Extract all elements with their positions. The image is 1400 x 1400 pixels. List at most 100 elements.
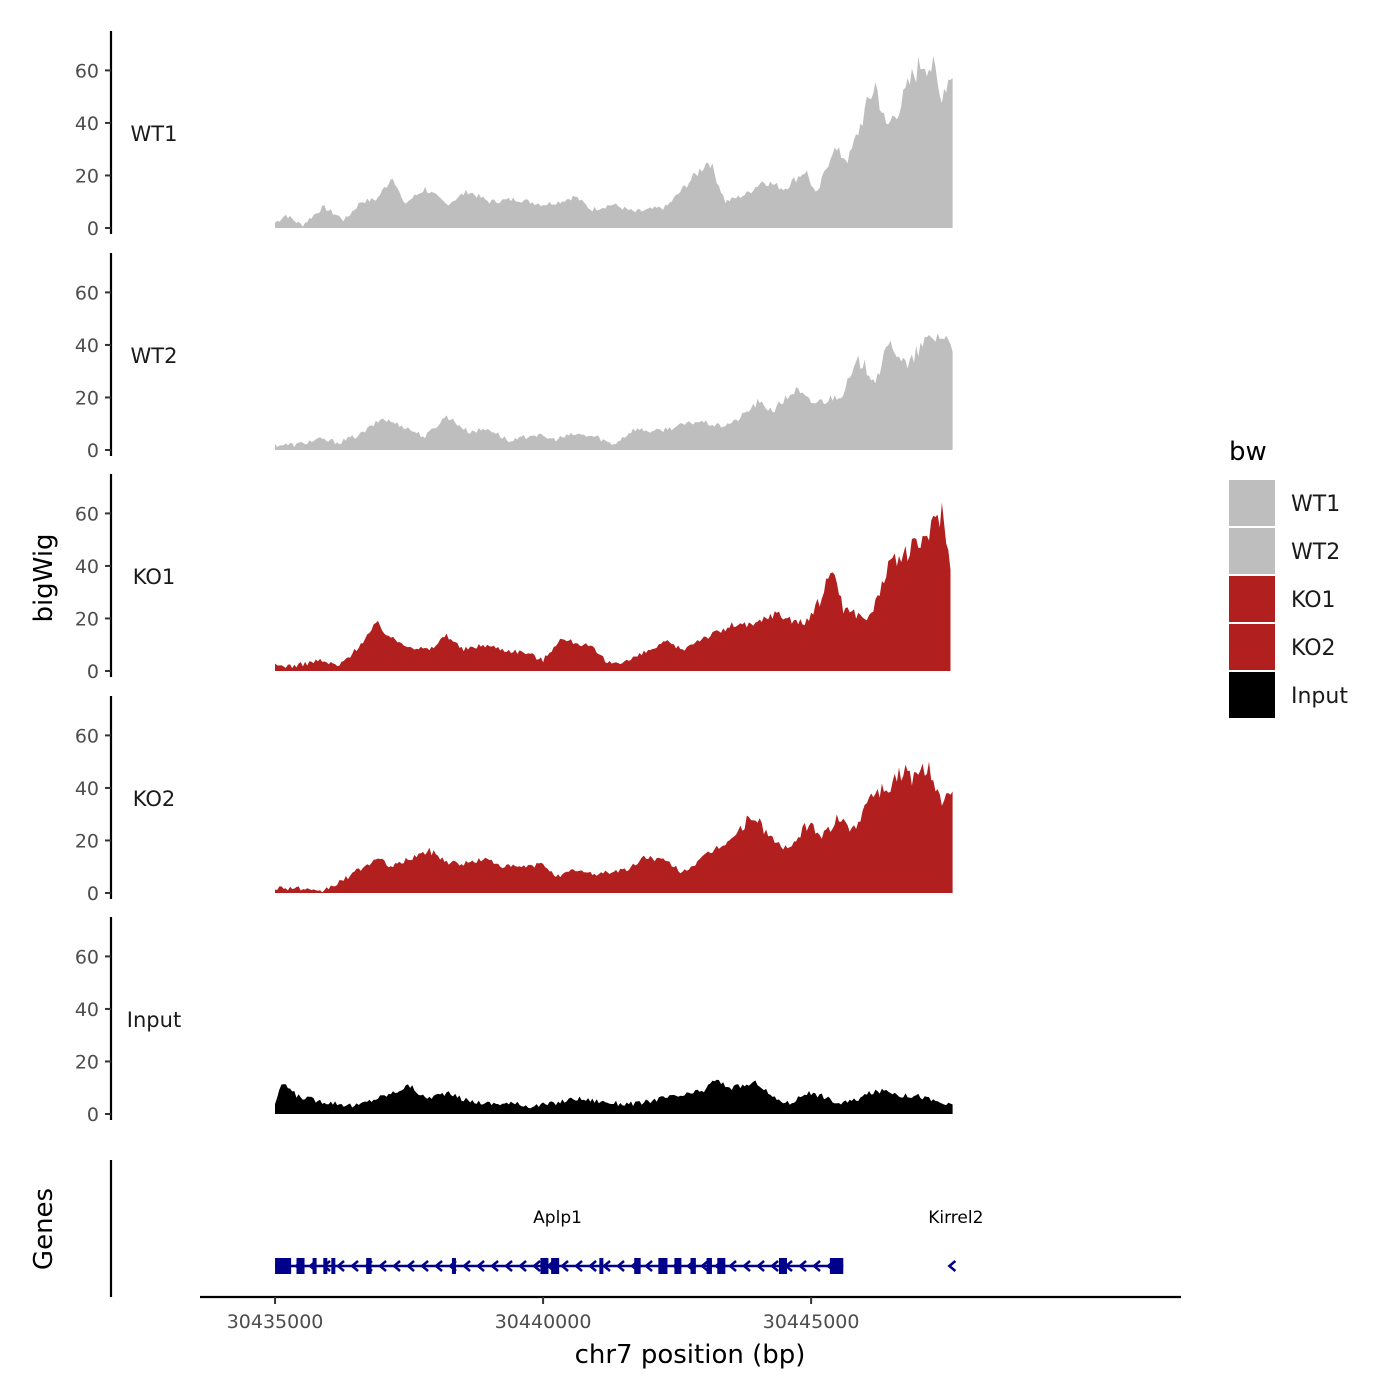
gene-exon xyxy=(599,1258,604,1274)
strand-chevron xyxy=(462,1260,471,1272)
y-tick-label: 20 xyxy=(75,387,99,409)
strand-chevron xyxy=(700,1260,709,1272)
gene-label-kirrel2: Kirrel2 xyxy=(928,1208,983,1228)
legend-key xyxy=(1229,672,1275,718)
legend-key xyxy=(1229,480,1275,526)
gene-exon xyxy=(296,1258,305,1274)
gene-exon xyxy=(717,1258,726,1274)
legend-key xyxy=(1229,576,1275,622)
x-tick-label: 30440000 xyxy=(495,1311,592,1333)
y-tick-label: 0 xyxy=(87,440,99,462)
coverage-area-ko2 xyxy=(275,761,953,893)
y-tick-label: 40 xyxy=(75,335,99,357)
strand-chevron xyxy=(616,1260,625,1272)
gene-exon xyxy=(540,1258,549,1274)
panel-input: 0 20 40 60 Input xyxy=(75,917,953,1126)
coverage-area-input xyxy=(275,1079,953,1114)
strand-chevron xyxy=(378,1260,387,1272)
strand-chevron xyxy=(420,1260,429,1272)
gene-aplp1: Aplp1 xyxy=(275,1208,844,1274)
y-tick-label: 20 xyxy=(75,1051,99,1073)
panel-label-input: Input xyxy=(127,1008,181,1032)
gene-exon xyxy=(551,1258,560,1274)
y-tick-label: 20 xyxy=(75,608,99,630)
strand-chevron xyxy=(518,1260,527,1272)
y-axis-title: bigWig xyxy=(29,533,59,622)
panel-label-ko2: KO2 xyxy=(133,787,176,811)
strand-chevron xyxy=(476,1260,485,1272)
y-tick-label: 0 xyxy=(87,661,99,683)
strand-chevron xyxy=(588,1260,597,1272)
gene-exon xyxy=(451,1258,456,1274)
gene-exon xyxy=(366,1258,372,1274)
x-axis: 30435000 30440000 30445000 xyxy=(200,1295,1181,1333)
gene-exon xyxy=(331,1258,336,1274)
panel-label-ko1: KO1 xyxy=(133,565,176,589)
legend-item-wt2: WT2 xyxy=(1229,528,1340,574)
y-tick-label: 0 xyxy=(87,883,99,905)
gene-track: Aplp1 Kirrel2 xyxy=(109,1160,983,1297)
gene-exon xyxy=(323,1258,328,1274)
legend-key xyxy=(1229,528,1275,574)
coverage-area-ko1 xyxy=(275,502,951,671)
legend-key xyxy=(1229,624,1275,670)
legend-label: WT1 xyxy=(1291,492,1340,517)
legend-label: KO1 xyxy=(1291,588,1336,613)
legend-title: bw xyxy=(1229,437,1267,467)
x-tick-label: 30445000 xyxy=(763,1311,860,1333)
gene-label-aplp1: Aplp1 xyxy=(533,1208,582,1228)
y-tick-label: 0 xyxy=(87,1104,99,1126)
y-tick-label: 40 xyxy=(75,999,99,1021)
strand-chevron xyxy=(350,1260,359,1272)
strand-chevron xyxy=(812,1260,821,1272)
gene-exon xyxy=(706,1258,712,1274)
legend-item-ko1: KO1 xyxy=(1229,576,1336,622)
legend-item-input: Input xyxy=(1229,672,1348,718)
gene-exon xyxy=(674,1258,682,1274)
legend-label: Input xyxy=(1291,684,1348,709)
gene-exon xyxy=(634,1258,641,1274)
gene-exon xyxy=(275,1258,292,1274)
coverage-area-wt1 xyxy=(275,55,953,229)
y-tick-label: 60 xyxy=(75,725,99,747)
gene-exon xyxy=(658,1258,668,1274)
y-tick-label: 40 xyxy=(75,113,99,135)
panel-label-wt1: WT1 xyxy=(131,122,178,146)
x-axis-title: chr7 position (bp) xyxy=(575,1340,806,1370)
strand-chevron xyxy=(602,1260,611,1272)
legend-item-ko2: KO2 xyxy=(1229,624,1336,670)
strand-chevron xyxy=(336,1260,345,1272)
panel-ko1: 0 20 40 60 KO1 xyxy=(75,474,951,683)
genes-axis-title: Genes xyxy=(29,1188,59,1270)
y-tick-label: 60 xyxy=(75,946,99,968)
y-tick-label: 40 xyxy=(75,778,99,800)
y-tick-label: 60 xyxy=(75,503,99,525)
strand-chevron xyxy=(560,1260,569,1272)
strand-chevron xyxy=(947,1260,957,1272)
y-tick-label: 60 xyxy=(75,282,99,304)
y-tick-label: 0 xyxy=(87,218,99,240)
strand-chevron xyxy=(392,1260,401,1272)
legend-label: KO2 xyxy=(1291,636,1336,661)
strand-chevron xyxy=(406,1260,415,1272)
legend-label: WT2 xyxy=(1291,540,1340,565)
gene-exon xyxy=(312,1258,317,1274)
strand-chevron xyxy=(504,1260,513,1272)
panel-label-wt2: WT2 xyxy=(131,344,178,368)
panel-wt2: 0 20 40 60 WT2 xyxy=(75,253,953,462)
strand-chevron xyxy=(728,1260,737,1272)
strand-chevron xyxy=(532,1260,541,1272)
strand-chevron xyxy=(490,1260,499,1272)
x-tick-label: 30435000 xyxy=(227,1311,324,1333)
strand-chevron xyxy=(756,1260,765,1272)
y-tick-label: 20 xyxy=(75,165,99,187)
strand-chevron xyxy=(434,1260,443,1272)
coverage-panels: 0 20 40 60 WT1 0 20 40 60 WT2 0 20 40 60 KO1 0 20 40 60 KO2… xyxy=(75,31,953,1126)
y-tick-label: 60 xyxy=(75,60,99,82)
gene-kirrel2: Kirrel2 xyxy=(928,1208,983,1272)
legend-item-wt1: WT1 xyxy=(1229,480,1340,526)
coverage-area-wt2 xyxy=(275,333,953,450)
y-tick-label: 40 xyxy=(75,556,99,578)
panel-ko2: 0 20 40 60 KO2 xyxy=(75,696,953,905)
